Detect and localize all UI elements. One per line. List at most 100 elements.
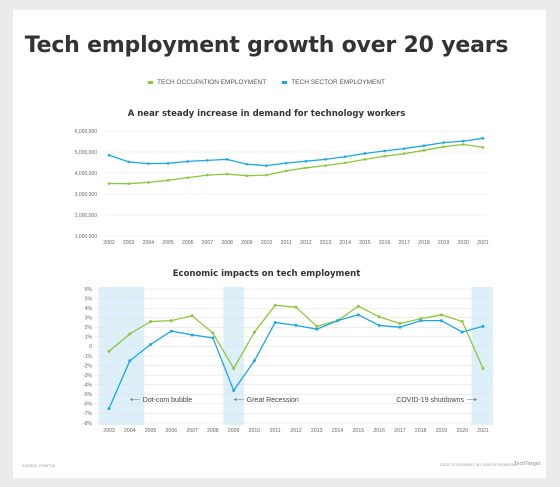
c1-point-sector [462, 139, 465, 143]
c2-point-occupation [273, 303, 277, 307]
c2-point-sector [273, 321, 277, 324]
c2-y-tick-label: 1% [85, 335, 93, 341]
c2-x-tick-label: 2014 [332, 428, 344, 434]
c1-point-occupation [343, 161, 347, 165]
c1-point-sector [442, 141, 445, 144]
c2-y-tick-label: -1% [83, 354, 92, 360]
c2-point-sector [439, 319, 443, 323]
c1-point-sector [481, 137, 485, 140]
c1-x-tick-label: 2005 [162, 240, 174, 246]
c1-point-occupation [147, 181, 150, 184]
c2-point-sector [356, 313, 360, 317]
annotation-dot-com-bubble: Dot-com bubble [143, 397, 193, 404]
c2-y-tick-label: 6% [85, 287, 93, 293]
c2-x-tick-label: 2005 [145, 428, 157, 434]
c1-x-tick-label: 2016 [379, 240, 391, 246]
c1-x-tick-label: 2002 [103, 240, 115, 246]
c1-x-tick-label: 2006 [182, 240, 194, 246]
c2-point-occupation [149, 320, 153, 324]
c2-x-tick-label: 2015 [353, 428, 365, 434]
c2-point-occupation [481, 366, 485, 370]
c1-point-occupation [245, 174, 249, 178]
c1-point-sector [363, 152, 367, 155]
annotation-arrowhead [233, 397, 237, 402]
c1-x-tick-label: 2021 [477, 240, 489, 246]
c1-point-occupation [324, 164, 327, 167]
c2-point-sector [294, 323, 298, 327]
c2-x-tick-label: 2012 [290, 428, 302, 434]
c1-point-sector [127, 160, 130, 164]
c2-point-sector [460, 330, 464, 334]
c2-x-tick-label: 2004 [124, 428, 136, 434]
c2-x-tick-label: 2021 [477, 428, 489, 434]
legend-label-sector: TECH SECTOR EMPLOYMENT [291, 79, 385, 86]
main-title: Tech employment growth over 20 years [24, 33, 509, 58]
chart1-title: A near steady increase in demand for tec… [127, 109, 406, 119]
c1-x-tick-label: 2013 [320, 240, 332, 246]
c2-point-occupation [128, 332, 132, 336]
c1-point-sector [265, 164, 268, 167]
c1-x-tick-label: 2008 [221, 240, 233, 246]
c2-y-tick-label: 3% [85, 316, 93, 322]
c2-y-tick-label: 5% [85, 296, 93, 302]
c2-point-sector [377, 323, 381, 327]
c2-x-tick-label: 2007 [186, 428, 198, 434]
c1-point-occupation [304, 166, 308, 170]
c2-point-occupation [190, 314, 194, 318]
legend: TECH OCCUPATION EMPLOYMENT TECH SECTOR E… [0, 79, 533, 86]
c2-x-tick-label: 2011 [270, 428, 281, 434]
c1-point-occupation [186, 176, 190, 179]
c2-point-sector [315, 327, 319, 331]
legend-swatch-sector [282, 81, 288, 84]
c1-y-tick-label: 5,000,000 [75, 150, 97, 156]
c1-point-occupation [225, 172, 229, 176]
c1-point-occupation [206, 173, 209, 177]
c2-point-occupation [294, 305, 298, 309]
c2-point-occupation [211, 331, 215, 335]
c2-y-tick-label: 4% [85, 306, 93, 312]
c1-x-tick-label: 2011 [281, 240, 292, 246]
c2-y-tick-label: -5% [83, 392, 92, 398]
legend-item-sector: TECH SECTOR EMPLOYMENT [282, 79, 385, 86]
c2-point-sector [190, 333, 194, 337]
c2-x-tick-label: 2018 [415, 428, 427, 434]
c1-x-tick-label: 2014 [339, 240, 351, 246]
c2-y-tick-label: -2% [83, 363, 92, 369]
c2-point-sector [398, 325, 402, 329]
c2-y-tick-label: -3% [83, 373, 92, 379]
techtarget-logo: TechTarget [514, 461, 541, 467]
c2-y-tick-label: -6% [83, 402, 92, 408]
c1-x-tick-label: 2019 [438, 240, 450, 246]
c1-x-tick-label: 2018 [418, 240, 430, 246]
c2-point-occupation [232, 366, 236, 370]
c1-point-occupation [284, 169, 288, 173]
c1-point-occupation [363, 158, 367, 161]
c2-point-occupation [377, 315, 381, 319]
c1-x-tick-label: 2009 [241, 240, 253, 246]
c2-point-sector [336, 319, 340, 323]
c2-y-tick-label: -4% [83, 383, 92, 389]
source-credit: SOURCE: COMPTIA [22, 464, 55, 468]
c1-point-sector [245, 162, 249, 166]
c2-point-occupation [315, 324, 319, 328]
c1-point-occupation [127, 182, 130, 186]
c2-x-tick-label: 2017 [394, 428, 406, 434]
c1-point-sector [284, 161, 288, 165]
c1-series-line-sector [108, 137, 484, 167]
c1-y-tick-label: 6,000,000 [75, 129, 97, 135]
c1-x-tick-label: 2015 [359, 240, 371, 246]
c2-point-sector [169, 329, 173, 333]
c2-point-sector [252, 359, 256, 363]
c2-y-tick-label: -7% [83, 411, 92, 417]
c2-point-sector [232, 388, 236, 392]
c2-point-occupation [252, 330, 256, 334]
c2-point-sector [481, 324, 485, 328]
c2-point-sector [149, 343, 153, 347]
c2-x-tick-label: 2009 [228, 428, 240, 434]
c1-y-tick-label: 1,000,000 [75, 234, 97, 240]
c1-point-sector [206, 159, 209, 162]
c2-point-occupation [460, 320, 464, 324]
c2-y-tick-label: 2% [85, 325, 93, 331]
c2-y-tick-label: 0 [89, 344, 92, 350]
c2-x-tick-label: 2003 [103, 428, 115, 434]
